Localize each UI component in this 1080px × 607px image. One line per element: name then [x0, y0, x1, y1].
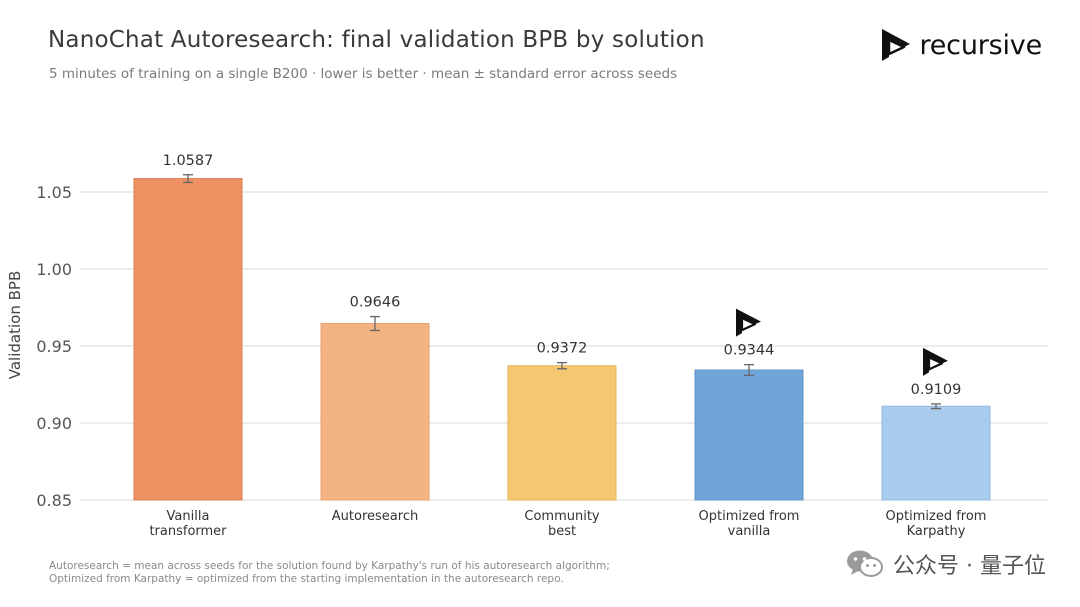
chart-title: NanoChat Autoresearch: final validation … — [48, 27, 705, 53]
recursive-marker-icon — [736, 308, 761, 337]
marker-shape — [736, 308, 761, 337]
value-label: 1.0587 — [163, 153, 214, 169]
x-tick-label: Optimized from — [699, 509, 800, 524]
y-tick-label: 0.95 — [36, 337, 72, 356]
value-label: 0.9344 — [724, 343, 775, 359]
bar — [694, 369, 804, 501]
wechat-icon — [847, 550, 884, 577]
x-tick-label: transformer — [149, 524, 227, 539]
chart-subtitle: 5 minutes of training on a single B200 ·… — [49, 66, 678, 82]
marker-inner — [740, 317, 757, 332]
bar — [507, 365, 617, 501]
value-label: 0.9109 — [911, 382, 962, 398]
x-tick-label: Optimized from — [886, 509, 987, 524]
marker-inner — [927, 356, 944, 371]
recursive-logo-icon — [882, 29, 911, 61]
y-tick-label: 1.05 — [36, 183, 72, 202]
y-axis-label: Validation BPB — [6, 271, 24, 379]
recursive-marker-icon — [923, 347, 948, 376]
value-label: 0.9372 — [537, 341, 588, 357]
marker-shape — [923, 347, 948, 376]
x-tick-label: Autoresearch — [332, 509, 418, 524]
bar — [320, 323, 430, 501]
bar — [133, 178, 243, 501]
error-bar — [744, 363, 754, 377]
x-tick-label: Community — [524, 509, 600, 524]
x-tick-label: Vanilla — [167, 509, 210, 524]
footnote-line-2: Optimized from Karpathy = optimized from… — [49, 573, 564, 585]
footnote-line-1: Autoresearch = mean across seeds for the… — [49, 560, 610, 572]
value-label: 0.9646 — [350, 295, 401, 311]
error-bar — [557, 361, 567, 370]
bar — [881, 405, 991, 501]
footnote: Autoresearch = mean across seeds for the… — [49, 560, 610, 586]
error-bar — [370, 315, 380, 332]
x-tick-label: Karpathy — [907, 524, 966, 539]
y-tick-label: 1.00 — [36, 260, 72, 279]
error-bar — [931, 403, 941, 410]
error-bar — [183, 174, 193, 184]
watermark: 公众号 · 量子位 — [845, 548, 1046, 580]
x-tick-label: best — [548, 524, 576, 539]
y-tick-label: 0.85 — [36, 491, 72, 510]
y-tick-label: 0.90 — [36, 414, 72, 433]
x-tick-label: vanilla — [728, 524, 771, 539]
brand-name: recursive — [919, 29, 1042, 61]
watermark-text: 公众号 · 量子位 — [893, 554, 1046, 579]
brand-logo: recursive — [879, 26, 1042, 64]
